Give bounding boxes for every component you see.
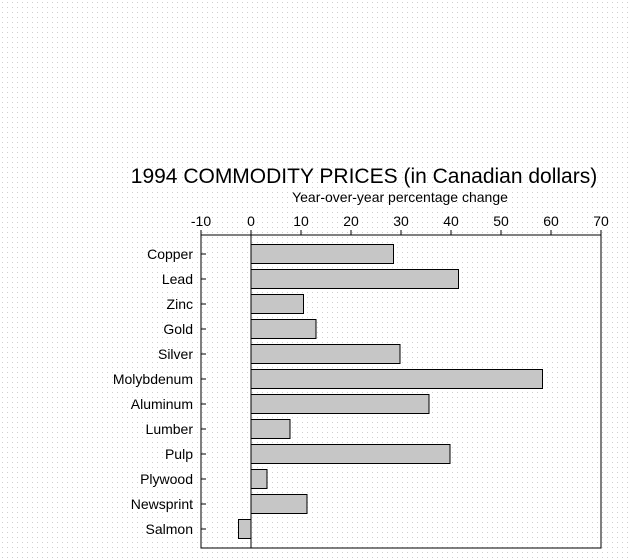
category-label: Salmon — [146, 521, 193, 537]
chart-title: 1994 COMMODITY PRICES (in Canadian dolla… — [131, 165, 597, 188]
x-tick-label: 10 — [293, 213, 309, 229]
category-label: Plywood — [140, 471, 193, 487]
bar — [250, 244, 394, 264]
category-label: Pulp — [165, 446, 193, 462]
bar — [250, 419, 291, 439]
category-label: Molybdenum — [113, 371, 193, 387]
x-tick-label: 40 — [443, 213, 459, 229]
bar — [238, 519, 252, 539]
category-label: Silver — [158, 346, 193, 362]
bar — [250, 294, 304, 314]
category-label: Zinc — [167, 296, 193, 312]
chart-subtitle: Year-over-year percentage change — [292, 189, 508, 205]
category-axis: Copper Lead Zinc Gold Silver Molybdenum Alumin… — [113, 246, 206, 537]
category-label: Copper — [147, 246, 193, 262]
category-label: Newsprint — [131, 496, 193, 512]
bar — [250, 269, 459, 289]
bar — [250, 344, 401, 364]
bar — [250, 494, 308, 514]
x-axis: -10 0 10 20 30 40 50 60 70 — [191, 213, 609, 235]
bar — [250, 369, 543, 389]
x-tick-label: -10 — [191, 213, 211, 229]
bar — [250, 394, 430, 414]
bar — [250, 444, 451, 464]
bars — [238, 244, 543, 539]
bar — [250, 469, 268, 489]
category-label: Aluminum — [131, 396, 193, 412]
x-tick-label: 50 — [493, 213, 509, 229]
x-tick-label: 60 — [543, 213, 559, 229]
x-tick-label: 20 — [343, 213, 359, 229]
bar — [250, 319, 317, 339]
category-label: Gold — [163, 321, 193, 337]
x-tick-label: 0 — [247, 213, 255, 229]
category-label: Lumber — [146, 421, 194, 437]
category-label: Lead — [162, 271, 193, 287]
x-tick-label: 70 — [593, 213, 609, 229]
x-tick-label: 30 — [393, 213, 409, 229]
